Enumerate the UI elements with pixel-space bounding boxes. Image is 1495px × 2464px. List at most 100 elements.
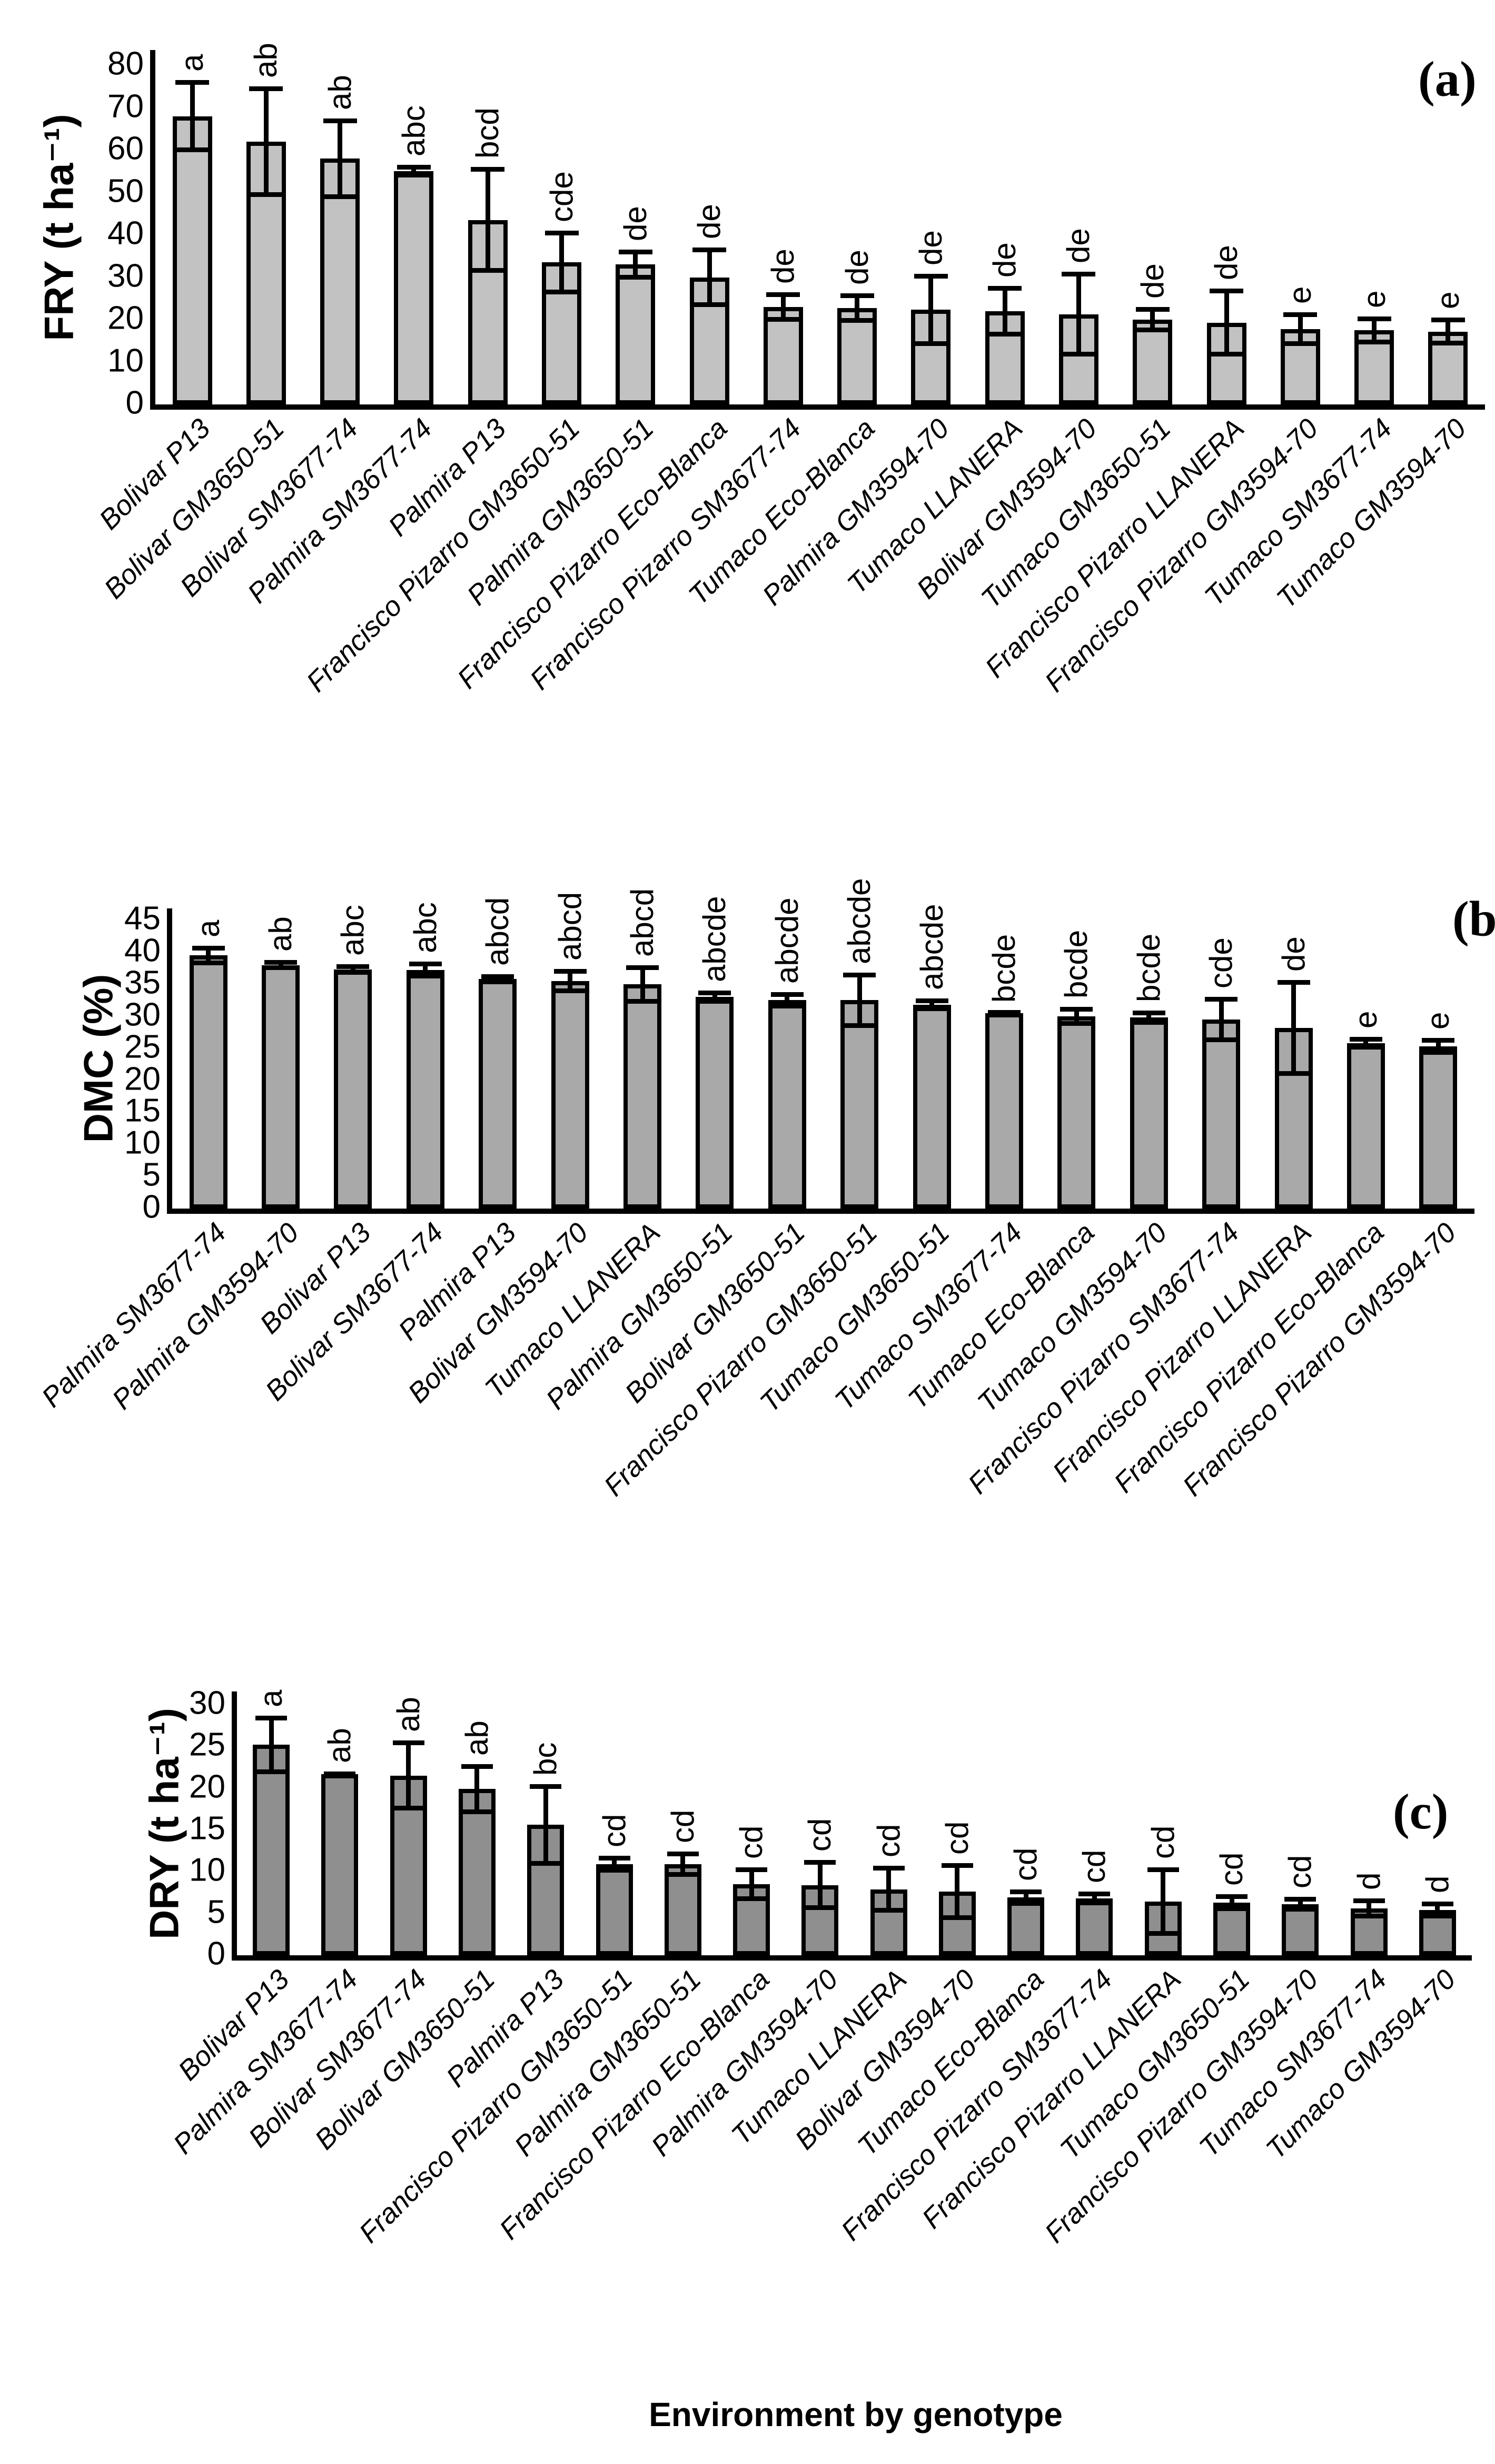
- sig-letter-c-11: cd: [939, 1822, 975, 1855]
- sig-letter-b-14: bcde: [1131, 933, 1166, 1002]
- error-cap-bottom-b-18: [1422, 1050, 1455, 1055]
- error-line-c-13: [1092, 1892, 1097, 1905]
- error-cap-top-b-18: [1422, 1038, 1455, 1043]
- error-cap-bottom-a-1: [175, 147, 210, 153]
- sig-letter-b-11: abcde: [914, 904, 949, 990]
- error-cap-top-b-1: [192, 946, 225, 951]
- bar-b-7: [623, 984, 662, 1209]
- error-cap-bottom-b-6: [553, 988, 587, 994]
- error-cap-bottom-c-10: [873, 1908, 905, 1913]
- panel-label-a: (a): [1418, 51, 1477, 107]
- error-cap-bottom-b-8: [698, 998, 731, 1004]
- error-cap-bottom-b-13: [1060, 1021, 1093, 1026]
- sig-letter-b-9: abcde: [769, 897, 805, 984]
- error-cap-bottom-c-4: [461, 1809, 493, 1814]
- error-cap-bottom-b-1: [192, 960, 225, 965]
- sig-letter-b-7: abcd: [625, 888, 660, 957]
- x-tick-label-a-8: Francisco Pizarro Eco-Blanca: [451, 412, 734, 695]
- sig-letter-b-15: cde: [1203, 937, 1239, 989]
- sig-letter-a-12: de: [987, 242, 1023, 278]
- error-cap-top-a-13: [1062, 272, 1096, 277]
- bar-c-13: [1076, 1898, 1113, 1955]
- error-line-a-6: [559, 230, 565, 294]
- bar-a-1: [172, 116, 212, 404]
- x-tick-label-a-9: Francisco Pizarro SM3677-74: [524, 412, 807, 696]
- y-tick-label-b-25: 25: [124, 1028, 161, 1065]
- error-cap-top-a-15: [1210, 289, 1244, 294]
- bar-b-12: [985, 1013, 1023, 1209]
- bar-c-2: [321, 1774, 359, 1955]
- error-cap-top-c-18: [1421, 1902, 1453, 1907]
- error-line-a-7: [633, 250, 638, 280]
- bar-a-4: [394, 171, 434, 404]
- sig-letter-b-13: bcde: [1058, 929, 1094, 998]
- error-cap-bottom-a-3: [323, 194, 357, 199]
- sig-letter-a-8: de: [691, 204, 727, 240]
- error-line-a-13: [1076, 272, 1081, 357]
- error-line-b-1: [206, 946, 211, 965]
- bar-c-16: [1282, 1904, 1319, 1955]
- y-axis-title-c: DRY (t ha⁻¹): [141, 1707, 187, 1939]
- error-cap-bottom-c-13: [1078, 1900, 1111, 1905]
- sig-letter-c-12: cd: [1008, 1847, 1044, 1881]
- bar-c-4: [458, 1789, 496, 1955]
- error-cap-top-c-1: [255, 1715, 288, 1720]
- error-cap-bottom-b-5: [481, 979, 514, 985]
- sig-letter-c-18: d: [1419, 1876, 1455, 1894]
- bar-b-1: [189, 955, 227, 1209]
- error-cap-bottom-c-8: [736, 1896, 768, 1901]
- error-cap-top-b-3: [336, 964, 370, 969]
- error-line-a-10: [855, 293, 860, 323]
- error-line-c-4: [474, 1764, 480, 1814]
- y-tick-label-a-50: 50: [107, 173, 144, 210]
- error-cap-top-c-6: [598, 1856, 630, 1861]
- error-cap-bottom-b-12: [987, 1010, 1021, 1015]
- error-line-a-16: [1298, 312, 1303, 346]
- error-cap-top-a-4: [397, 165, 431, 170]
- sig-letter-a-9: de: [765, 248, 801, 284]
- error-cap-top-a-11: [914, 274, 948, 279]
- x-axis-title: Environment by genotype: [649, 2396, 1063, 2433]
- error-line-b-13: [1074, 1006, 1079, 1026]
- error-cap-bottom-b-3: [336, 969, 370, 975]
- sig-letter-c-6: cd: [596, 1814, 632, 1848]
- error-cap-bottom-a-11: [914, 341, 948, 346]
- error-line-b-2: [278, 959, 283, 971]
- y-axis-line-a: [150, 50, 155, 410]
- error-line-c-6: [612, 1856, 617, 1873]
- sig-letter-a-18: e: [1430, 291, 1466, 309]
- y-tick-label-b-0: 0: [142, 1189, 161, 1225]
- y-tick-label-a-60: 60: [107, 130, 144, 167]
- y-axis-line-b: [167, 908, 172, 1214]
- error-cap-top-b-8: [698, 991, 731, 996]
- y-tick-label-b-40: 40: [124, 932, 161, 969]
- error-cap-top-b-10: [843, 973, 876, 978]
- error-line-a-1: [190, 80, 195, 153]
- error-line-b-15: [1219, 997, 1224, 1042]
- error-line-c-11: [955, 1863, 960, 1921]
- y-tick-label-a-40: 40: [107, 215, 144, 252]
- y-tick-label-c-20: 20: [189, 1768, 225, 1805]
- error-cap-top-b-9: [770, 992, 804, 997]
- bar-b-3: [334, 969, 372, 1209]
- error-line-a-4: [411, 165, 417, 178]
- error-cap-top-c-12: [1010, 1889, 1042, 1894]
- error-cap-top-c-13: [1078, 1892, 1111, 1897]
- sig-letter-b-16: de: [1275, 936, 1311, 972]
- error-line-c-18: [1435, 1902, 1440, 1919]
- error-cap-top-b-6: [553, 968, 587, 974]
- sig-letter-c-7: cd: [665, 1809, 700, 1844]
- error-cap-top-b-5: [481, 974, 514, 979]
- error-cap-bottom-a-10: [840, 318, 874, 323]
- error-cap-top-a-2: [249, 86, 283, 92]
- bar-b-11: [913, 1004, 951, 1209]
- error-line-c-14: [1161, 1867, 1166, 1936]
- error-line-a-5: [485, 167, 490, 273]
- error-cap-top-c-4: [461, 1764, 493, 1769]
- error-cap-top-b-4: [409, 962, 442, 967]
- y-tick-label-b-35: 35: [124, 964, 161, 1001]
- error-line-a-12: [1002, 285, 1007, 337]
- bar-c-1: [253, 1745, 290, 1955]
- error-cap-top-b-15: [1205, 997, 1238, 1002]
